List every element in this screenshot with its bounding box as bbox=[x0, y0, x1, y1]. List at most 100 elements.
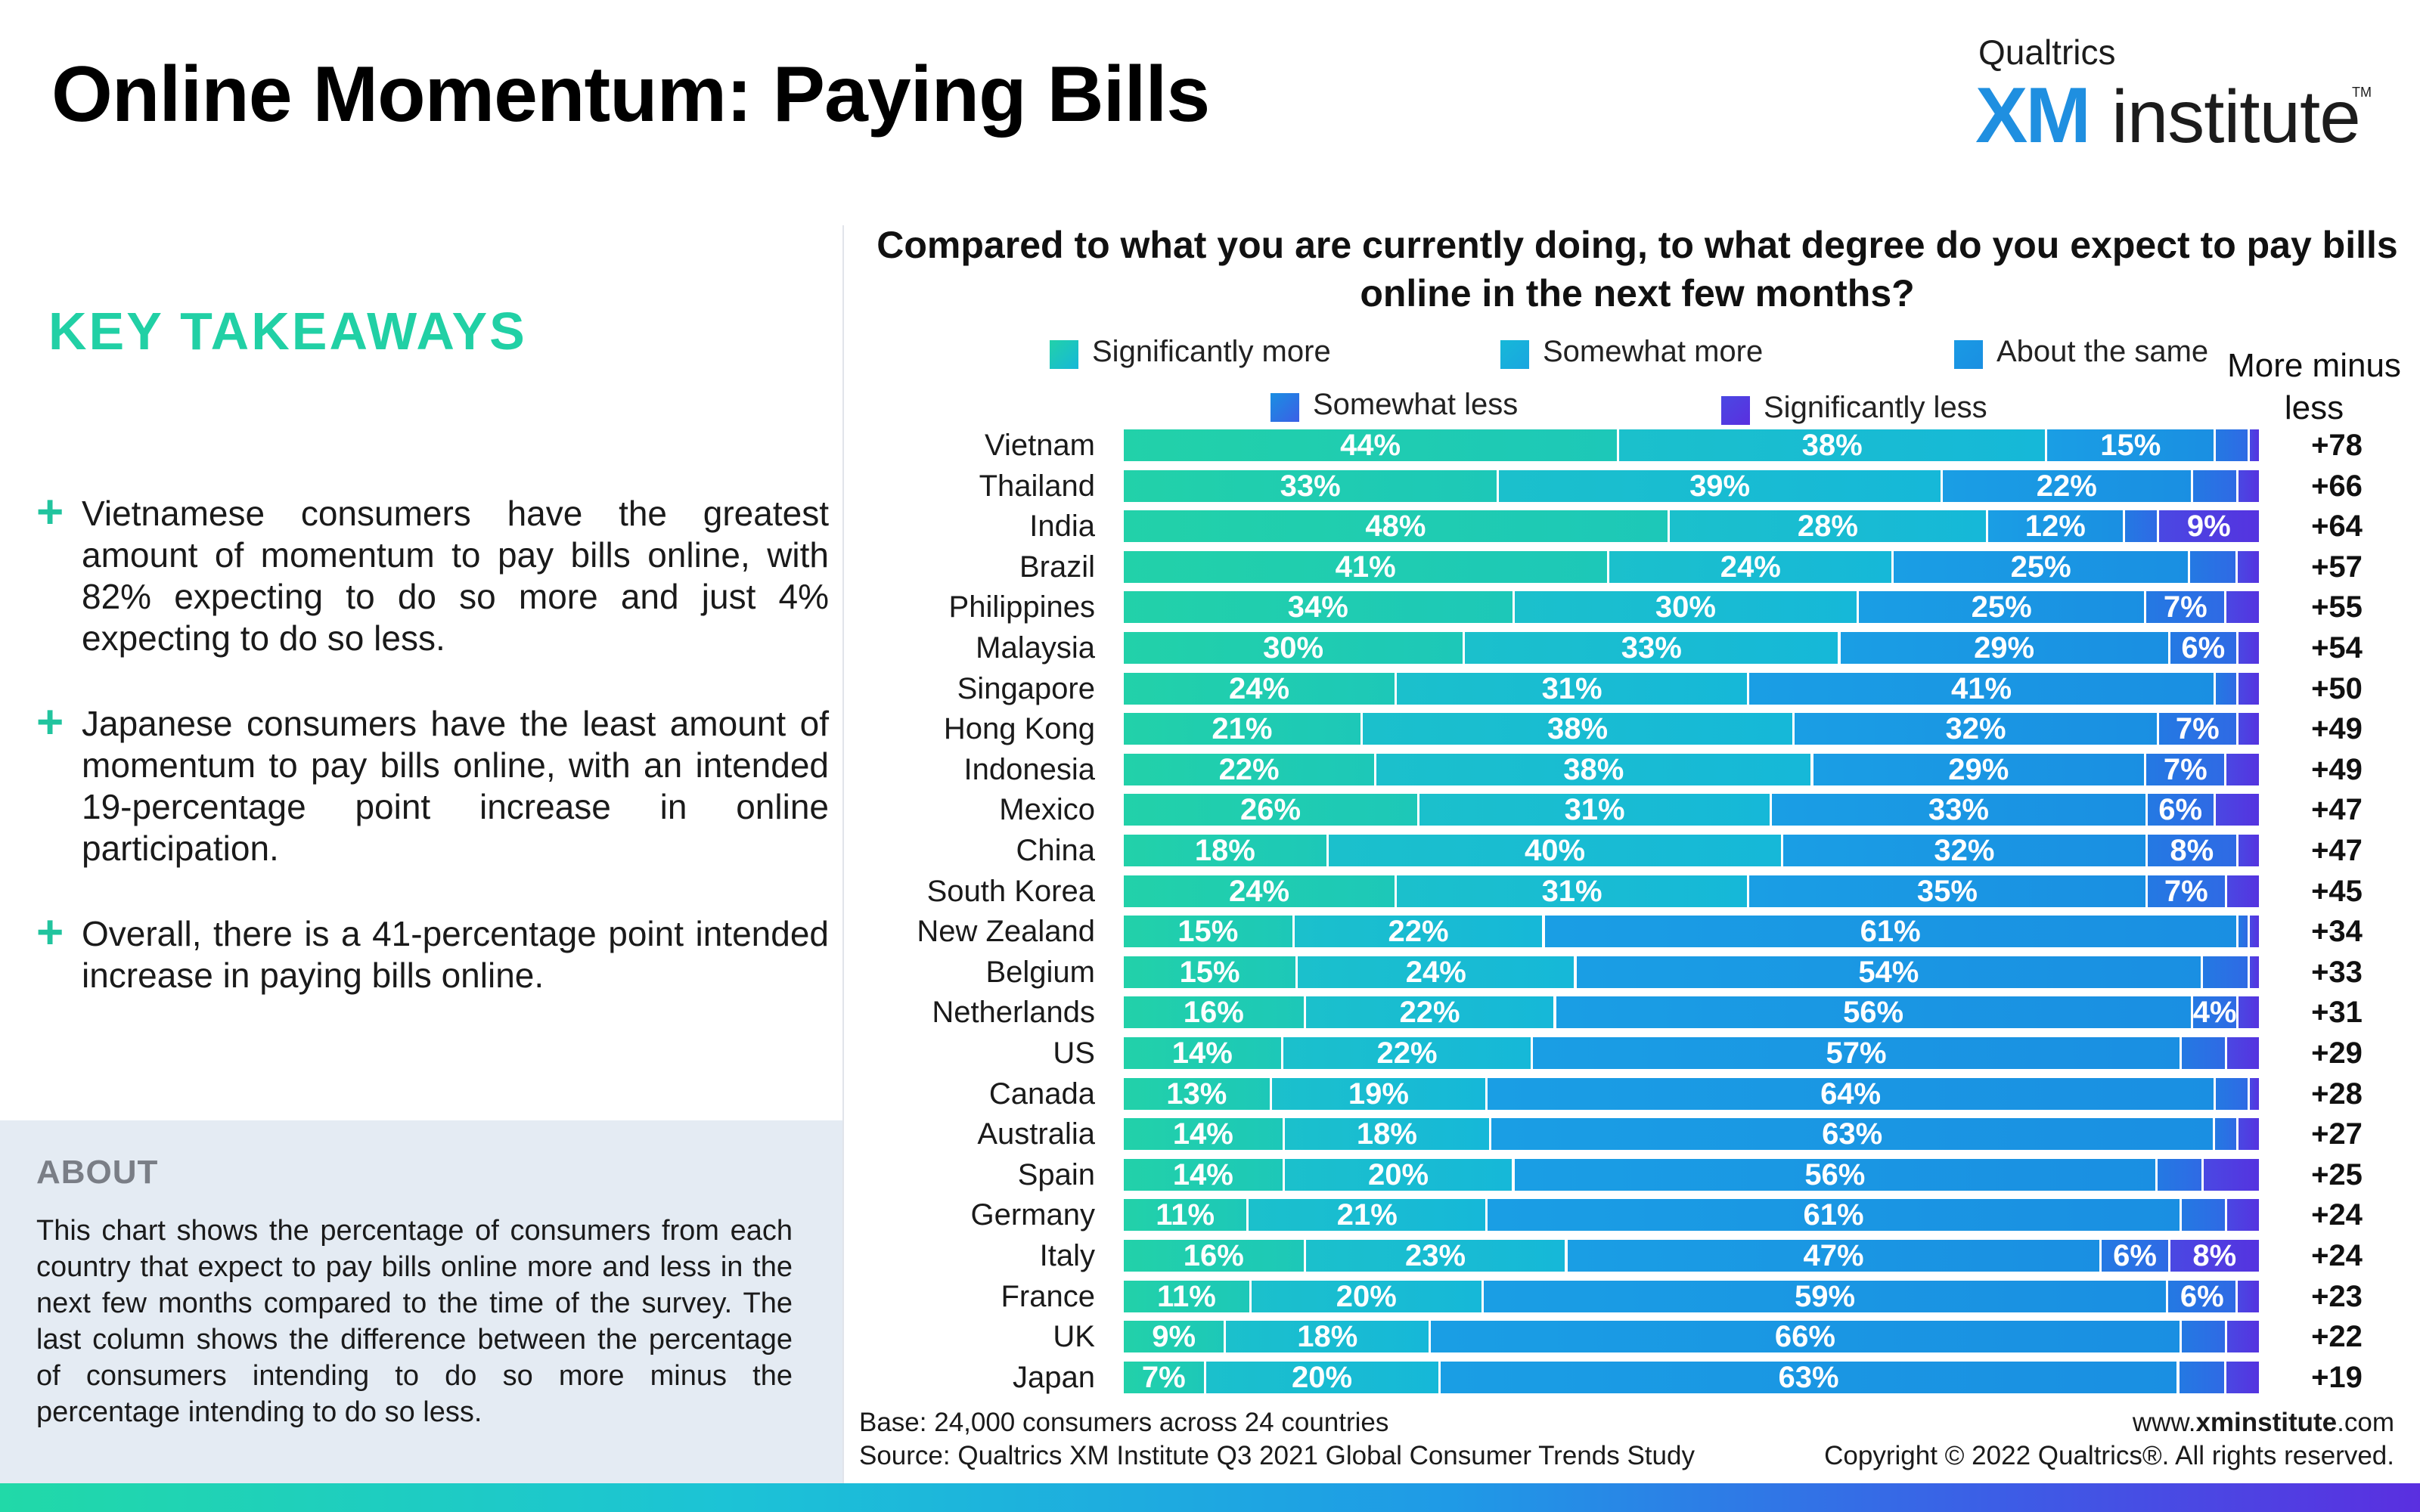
bar-row: 48% 28% 12% 9% bbox=[1124, 510, 2261, 542]
bar-segment: 41% bbox=[1124, 551, 1610, 583]
base-note: Base: 24,000 consumers across 24 countri… bbox=[859, 1408, 1389, 1437]
data-label: 24% bbox=[1720, 551, 1781, 583]
data-label: 4% bbox=[2192, 996, 2237, 1028]
bar-segment: 54% bbox=[1576, 956, 2204, 988]
data-label: 30% bbox=[1263, 632, 1324, 664]
bar-segment bbox=[2226, 1199, 2261, 1231]
bar-segment: 7% bbox=[1124, 1362, 1206, 1393]
bar-segment bbox=[2238, 632, 2261, 664]
bar-segment bbox=[2250, 1078, 2261, 1110]
takeaway-text: Japanese consumers have the least amount… bbox=[82, 704, 829, 868]
bar-segment: 8% bbox=[2147, 835, 2238, 866]
country-label: Hong Kong bbox=[943, 712, 1095, 745]
plus-icon: + bbox=[36, 906, 64, 959]
bar-segment: 63% bbox=[1491, 1118, 2216, 1150]
net-value: +55 bbox=[2311, 590, 2363, 624]
bar-segment: 33% bbox=[1465, 632, 1841, 664]
net-value: +24 bbox=[2311, 1239, 2363, 1272]
data-label: 44% bbox=[1340, 429, 1401, 461]
column-divider bbox=[842, 225, 844, 1483]
data-label: 63% bbox=[1822, 1118, 1883, 1150]
chart-title: Compared to what you are currently doing… bbox=[876, 224, 2398, 314]
data-label: 14% bbox=[1172, 1118, 1233, 1150]
data-label: 56% bbox=[1804, 1159, 1866, 1191]
data-label: 11% bbox=[1156, 1199, 1215, 1231]
bar-segment: 23% bbox=[1305, 1240, 1568, 1272]
data-label: 47% bbox=[1803, 1240, 1864, 1272]
plus-icon: + bbox=[36, 696, 64, 748]
bar-segment bbox=[2238, 835, 2261, 866]
country-label: Belgium bbox=[985, 956, 1095, 989]
bar-segment: 31% bbox=[1397, 673, 1750, 705]
data-label: 22% bbox=[1399, 996, 1460, 1028]
bar-segment bbox=[2238, 1281, 2261, 1312]
bar-segment: 38% bbox=[1619, 429, 2048, 461]
data-label: 33% bbox=[1280, 470, 1341, 502]
net-value: +23 bbox=[2311, 1280, 2363, 1313]
legend-label: Somewhat more bbox=[1543, 335, 1764, 368]
bar-segment bbox=[2237, 551, 2261, 583]
data-label: 38% bbox=[1801, 429, 1863, 461]
bar-segment: 34% bbox=[1124, 591, 1515, 623]
country-label: US bbox=[1053, 1036, 1095, 1070]
bar-segment: 32% bbox=[1795, 713, 2159, 745]
data-label: 20% bbox=[1292, 1362, 1353, 1393]
data-label: 25% bbox=[2010, 551, 2071, 583]
data-label: 33% bbox=[1621, 632, 1682, 664]
data-label: 56% bbox=[1843, 996, 1904, 1028]
data-label: 6% bbox=[2180, 1281, 2224, 1312]
bar-segment: 8% bbox=[2170, 1240, 2261, 1272]
net-column-header: More minus less bbox=[2227, 347, 2401, 426]
net-value: +24 bbox=[2311, 1198, 2363, 1232]
bar-segment bbox=[2238, 673, 2261, 705]
data-label: 34% bbox=[1287, 591, 1348, 623]
bar-segment: 40% bbox=[1328, 835, 1784, 866]
bar-row: 26% 31% 33% 6% bbox=[1124, 794, 2261, 826]
data-label: 20% bbox=[1336, 1281, 1397, 1312]
country-label: Singapore bbox=[957, 672, 1095, 705]
bar-row: 15% 24% 54% bbox=[1124, 956, 2261, 988]
legend-swatch bbox=[1270, 393, 1299, 422]
data-label: 28% bbox=[1797, 510, 1858, 542]
bar-segment: 30% bbox=[1124, 632, 1466, 664]
data-label: 18% bbox=[1297, 1321, 1358, 1352]
brand-qualtrics-text: Qualtrics bbox=[1978, 33, 2116, 72]
legend-label: Somewhat less bbox=[1313, 388, 1519, 421]
country-label: France bbox=[1001, 1280, 1096, 1313]
bar-segment: 32% bbox=[1783, 835, 2148, 866]
bar-segment: 38% bbox=[1376, 754, 1813, 785]
about-panel bbox=[0, 1120, 842, 1483]
data-label: 39% bbox=[1689, 470, 1751, 502]
net-value: +49 bbox=[2311, 712, 2363, 745]
bar-segment bbox=[2215, 1078, 2250, 1110]
bar-segment bbox=[2204, 1159, 2261, 1191]
about-heading: ABOUT bbox=[36, 1154, 159, 1191]
bar-segment: 66% bbox=[1431, 1321, 2182, 1352]
data-label: 9% bbox=[2186, 510, 2231, 542]
bar-row: 24% 31% 41% bbox=[1124, 673, 2261, 705]
data-label: 16% bbox=[1183, 1240, 1244, 1272]
net-value: +25 bbox=[2311, 1158, 2363, 1191]
net-value: +57 bbox=[2311, 550, 2363, 584]
country-label: Australia bbox=[977, 1117, 1095, 1151]
net-value: +22 bbox=[2311, 1320, 2363, 1353]
about-text: This chart shows the percentage of consu… bbox=[36, 1215, 793, 1428]
data-label: 15% bbox=[1179, 956, 1240, 988]
bar-segment: 20% bbox=[1251, 1281, 1484, 1312]
bar-row: 16% 22% 56% 4% bbox=[1124, 996, 2261, 1028]
data-label: 13% bbox=[1166, 1078, 1227, 1110]
data-label: 9% bbox=[1152, 1321, 1196, 1352]
legend-label: About the same bbox=[1996, 335, 2209, 368]
data-label: 41% bbox=[1335, 551, 1396, 583]
data-label: 22% bbox=[1388, 916, 1449, 947]
bar-segment: 9% bbox=[2158, 510, 2261, 542]
data-label: 61% bbox=[1803, 1199, 1864, 1231]
country-label: UK bbox=[1053, 1320, 1095, 1353]
website-link[interactable]: www.xminstitute.com bbox=[2133, 1408, 2394, 1438]
bar-segment: 25% bbox=[1894, 551, 2190, 583]
bar-segment: 26% bbox=[1124, 794, 1419, 826]
copyright-note: Copyright © 2022 Qualtrics®. All rights … bbox=[1824, 1441, 2394, 1470]
bar-row: 41% 24% 25% bbox=[1124, 551, 2261, 583]
data-label: 6% bbox=[2113, 1240, 2157, 1272]
net-value: +19 bbox=[2311, 1361, 2363, 1394]
